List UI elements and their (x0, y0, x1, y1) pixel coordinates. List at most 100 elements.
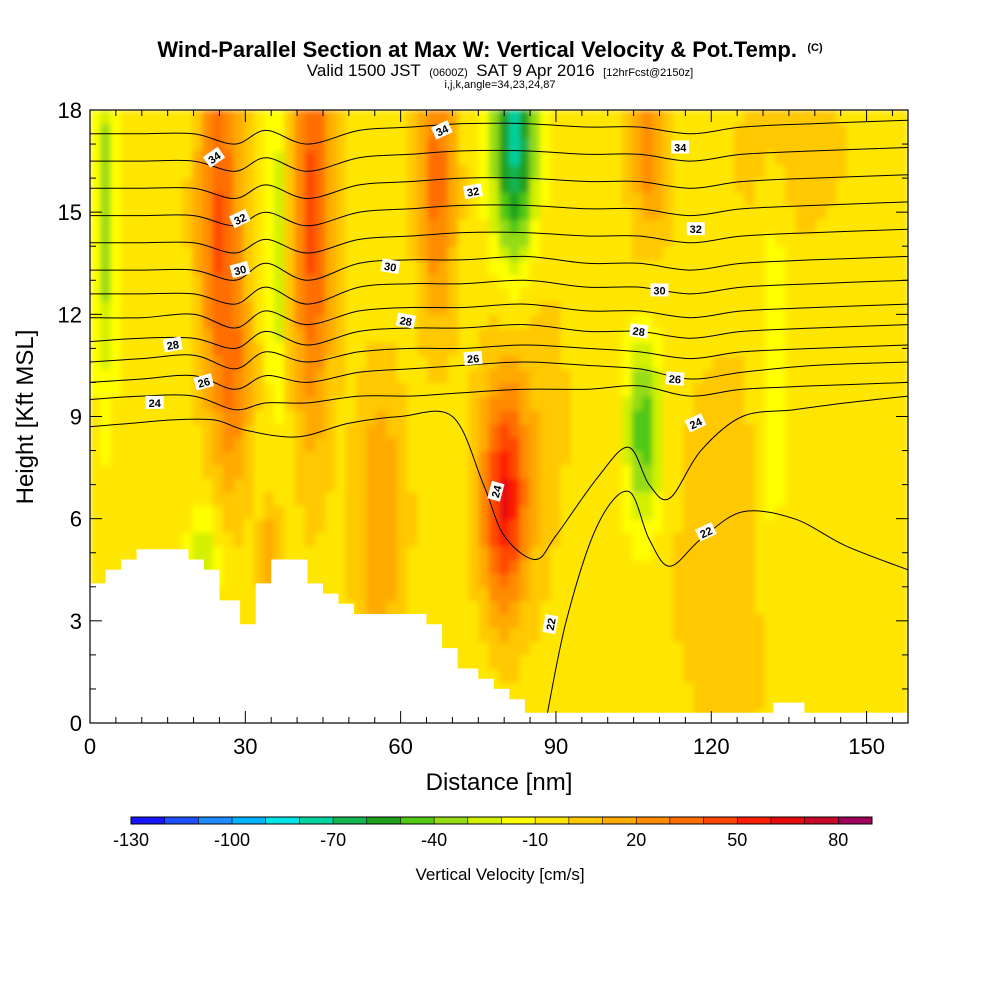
heatmap-cell (243, 178, 255, 193)
heatmap-cell (304, 396, 316, 411)
heatmap-cell (519, 464, 531, 479)
heatmap-cell (243, 464, 255, 479)
heatmap-cell (826, 423, 838, 438)
contour-label: 30 (650, 283, 669, 298)
heatmap-cell (110, 436, 122, 452)
heatmap-cell (672, 505, 684, 520)
heatmap-cell (437, 505, 449, 520)
heatmap-cell (826, 682, 838, 697)
heatmap-cell (519, 205, 531, 220)
heatmap-cell (611, 259, 623, 275)
heatmap-cell (642, 409, 654, 425)
heatmap-cell (171, 110, 183, 125)
heatmap-cell (744, 300, 756, 316)
heatmap-cell (672, 123, 684, 139)
heatmap-cell (856, 273, 868, 288)
heatmap-cell (335, 259, 347, 275)
heatmap-cell (591, 191, 603, 207)
heatmap-cell (672, 150, 684, 166)
heatmap-cell (376, 559, 388, 574)
heatmap-cell (539, 682, 551, 697)
chart-title: Wind-Parallel Section at Max W: Vertical… (157, 37, 823, 62)
heatmap-cell (366, 164, 378, 179)
heatmap-cell (141, 436, 153, 452)
heatmap-cell (222, 150, 234, 166)
heatmap-cell (212, 355, 224, 370)
heatmap-cell (795, 559, 807, 574)
heatmap-cell (141, 300, 153, 316)
heatmap-cell (304, 436, 316, 452)
heatmap-cell (856, 382, 868, 397)
heatmap-cell (580, 205, 592, 220)
heatmap-cell (867, 641, 879, 656)
heatmap-cell (815, 545, 827, 561)
heatmap-cell (621, 614, 633, 629)
heatmap-cell (826, 436, 838, 452)
heatmap-cell (570, 423, 582, 438)
heatmap-cell (642, 450, 654, 465)
heatmap-cell (683, 396, 695, 411)
heatmap-cell (631, 436, 643, 452)
heatmap-cell (171, 355, 183, 370)
heatmap-cell (478, 123, 490, 139)
heatmap-cell (458, 164, 470, 179)
heatmap-cell (652, 137, 664, 152)
heatmap-cell (519, 218, 531, 234)
heatmap-cell (580, 641, 592, 656)
heatmap-cell (284, 423, 296, 438)
heatmap-cell (396, 218, 408, 234)
heatmap-cell (120, 423, 132, 438)
heatmap-cell (253, 396, 265, 411)
heatmap-cell (693, 368, 705, 384)
heatmap-cell (897, 123, 908, 139)
heatmap-cell (877, 110, 889, 125)
heatmap-cell (458, 273, 470, 288)
colorbar-swatch (198, 817, 233, 824)
colorbar-swatch (770, 817, 806, 824)
heatmap-cell (130, 164, 142, 179)
heatmap-cell (775, 518, 787, 534)
heatmap-cell (815, 355, 827, 370)
heatmap-cell (539, 327, 551, 343)
heatmap-cell (110, 110, 122, 125)
heatmap-cell (222, 273, 234, 288)
heatmap-cell (836, 695, 848, 711)
heatmap-cell (693, 695, 705, 711)
heatmap-cell (417, 123, 429, 139)
heatmap-cell (335, 464, 347, 479)
heatmap-cell (785, 573, 797, 588)
heatmap-cell (335, 382, 347, 397)
heatmap-cell (815, 368, 827, 384)
heatmap-cell (693, 205, 705, 220)
heatmap-cell (509, 464, 521, 479)
heatmap-cell (723, 545, 735, 561)
heatmap-cell (468, 491, 480, 506)
heatmap-cell (284, 259, 296, 275)
heatmap-cell (427, 218, 439, 234)
heatmap-cell (151, 477, 163, 493)
heatmap-cell (253, 409, 265, 425)
heatmap-cell (406, 273, 419, 288)
heatmap-cell (672, 436, 684, 452)
heatmap-cell (355, 246, 367, 261)
heatmap-cell (417, 423, 429, 438)
heatmap-cell (744, 382, 756, 397)
heatmap-cell (325, 409, 337, 425)
heatmap-cell (856, 682, 868, 697)
heatmap-cell (611, 273, 623, 288)
heatmap-cell (366, 368, 378, 384)
heatmap-cell (274, 491, 286, 506)
heatmap-cell (856, 409, 868, 425)
heatmap-cell (100, 341, 112, 356)
heatmap-cell (110, 259, 122, 275)
colorbar-title: Vertical Velocity [cm/s] (415, 865, 584, 884)
heatmap-cell (90, 423, 102, 438)
heatmap-cell (815, 137, 827, 152)
heatmap-cell (795, 532, 807, 547)
heatmap-cell (202, 191, 214, 207)
heatmap-cell (468, 205, 480, 220)
heatmap-cell (580, 164, 592, 179)
heatmap-cell (468, 300, 480, 316)
heatmap-cell (355, 518, 367, 534)
heatmap-cell (130, 314, 142, 329)
